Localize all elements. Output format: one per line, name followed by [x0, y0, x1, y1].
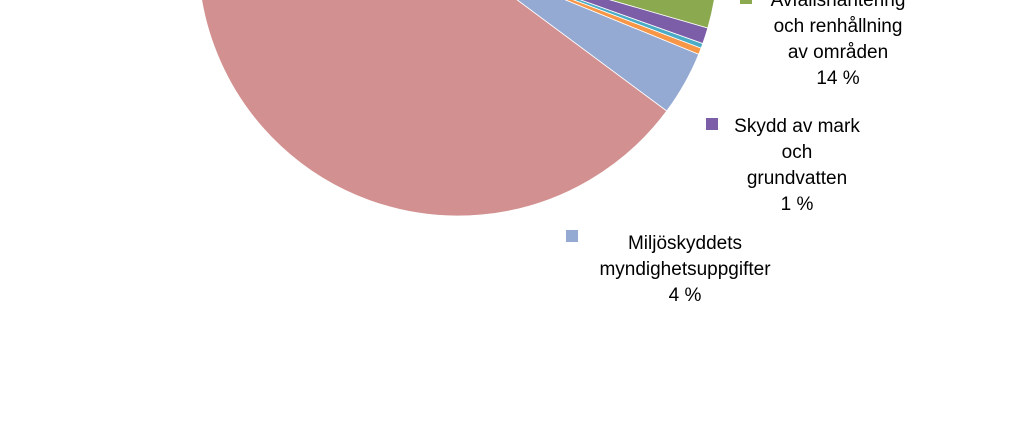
legend-swatch-4 — [740, 0, 752, 4]
slice-label-line: Avfallshantering — [770, 0, 906, 11]
pie-slice-4 — [609, 0, 715, 29]
pie-slice-5 — [201, 0, 668, 217]
legend-swatch-3 — [706, 118, 718, 130]
slice-value-label: 4 % — [668, 285, 702, 306]
slice-label-line: Miljöskyddets — [627, 233, 743, 254]
slice-label-0: Miljöskyddets myndighetsuppgifter 4 % — [565, 231, 805, 309]
slice-label-line: av områden — [787, 42, 889, 63]
slice-value-label: 14 % — [816, 68, 860, 89]
slice-label-3: Skydd av mark och grundvatten 1 % — [677, 114, 917, 218]
slice-label-line: och — [781, 142, 813, 163]
slice-label-4: Avfallshantering och renhållning av område… — [718, 0, 958, 92]
slice-label-line: Skydd av mark — [734, 116, 860, 137]
slice-label-line: och renhållning — [773, 16, 903, 37]
slice-label-line: myndighetsuppgifter — [599, 259, 771, 280]
legend-swatch-0 — [566, 230, 578, 242]
slice-value-label: 1 % — [780, 194, 814, 215]
slice-label-line: grundvatten — [746, 168, 848, 189]
